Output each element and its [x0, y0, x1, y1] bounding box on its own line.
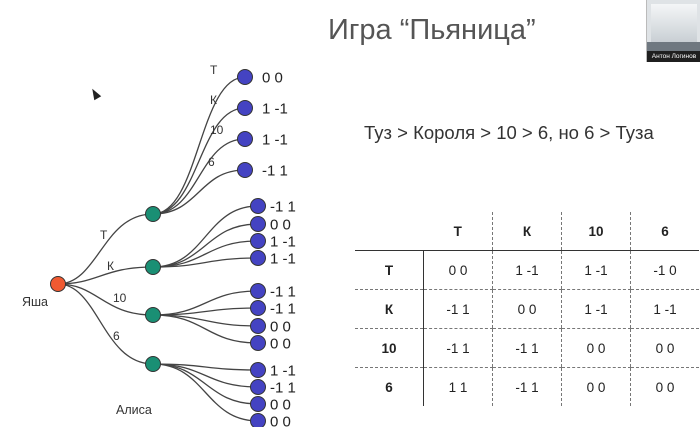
- leaf-payoff: -1 1: [262, 163, 288, 180]
- edge-first-move: [57, 266, 154, 285]
- leaf-node: [250, 379, 266, 395]
- leaf-node: [250, 413, 266, 427]
- second-move-label: Т: [210, 63, 218, 77]
- leaf-payoff: -1 1: [270, 199, 296, 216]
- row-header: Т: [355, 250, 424, 290]
- edge-second-move: [152, 107, 246, 215]
- first-move-label: К: [107, 259, 114, 273]
- leaf-node: [250, 318, 266, 334]
- leaf-payoff: 0 0: [270, 336, 291, 353]
- matrix-cell: 1 -1: [561, 289, 631, 329]
- matrix-row: 10 -1 1 -1 1 0 0 0 0: [355, 328, 699, 368]
- leaf-node: [250, 362, 266, 378]
- card-ranking-rule: Туз > Короля > 10 > 6, но 6 > Туза: [364, 122, 654, 143]
- leaf-payoff: 1 -1: [262, 132, 288, 149]
- row-header: К: [355, 289, 424, 329]
- webcam-window-image: [651, 4, 697, 42]
- leaf-payoff: 1 -1: [270, 363, 296, 380]
- matrix-row: К -1 1 0 0 1 -1 1 -1: [355, 289, 699, 329]
- col-header: К: [492, 212, 562, 251]
- first-move-label: 10: [113, 291, 127, 305]
- decision-node: [145, 259, 161, 275]
- second-move-label: 6: [208, 155, 215, 169]
- matrix-cell: -1 1: [492, 328, 562, 368]
- leaf-node: [250, 396, 266, 412]
- webcam-participant-name: Антон Логинов: [647, 51, 700, 62]
- first-move-label: 6: [113, 329, 120, 343]
- leaf-node: [250, 216, 266, 232]
- matrix-cell: 1 -1: [630, 289, 699, 329]
- matrix-cell: 1 1: [448, 379, 468, 395]
- leaf-payoff: 1 -1: [270, 251, 296, 268]
- matrix-cell: 0 0: [630, 367, 699, 406]
- edge-second-move: [152, 363, 259, 422]
- leaf-node: [250, 198, 266, 214]
- leaf-payoff: -1 1: [270, 284, 296, 301]
- row-header: 6: [355, 367, 424, 406]
- player-1-label: Яша: [22, 295, 48, 309]
- leaf-payoff: -1 1: [270, 301, 296, 318]
- leaf-payoff: 1 -1: [270, 234, 296, 251]
- matrix-cell: 0 0: [423, 250, 493, 290]
- edge-second-move: [152, 205, 259, 268]
- matrix-cell: -1 1: [423, 328, 493, 368]
- matrix-cell: 0 0: [561, 328, 631, 368]
- edge-second-move: [152, 314, 259, 327]
- leaf-payoff: 0 0: [270, 319, 291, 336]
- col-header: 6: [630, 212, 699, 251]
- matrix-cell: 1 -1: [492, 250, 562, 290]
- edge-first-move: [57, 283, 154, 316]
- edge-second-move: [152, 76, 246, 215]
- slide-title: Игра “Пьяница”: [328, 14, 536, 46]
- leaf-payoff: -1 1: [270, 380, 296, 397]
- leaf-node: [250, 335, 266, 351]
- payoff-matrix: Т К 10 6 Т 0 0 1 -1 1 -1 -1 0 К -1 1 0 0…: [355, 212, 699, 406]
- second-move-label: К: [210, 93, 217, 107]
- leaf-payoff: 0 0: [270, 217, 291, 234]
- player-2-label: Алиса: [116, 403, 152, 417]
- matrix-cell: 0 0: [630, 328, 699, 368]
- leaf-node: [250, 300, 266, 316]
- decision-node: [145, 307, 161, 323]
- edge-first-move: [57, 283, 154, 365]
- edge-second-move: [152, 169, 246, 215]
- edge-second-move: [152, 257, 259, 268]
- decision-node: [145, 356, 161, 372]
- edge-second-move: [152, 223, 259, 268]
- edge-second-move: [152, 138, 246, 215]
- leaf-node: [237, 100, 253, 116]
- leaf-payoff: 1 -1: [262, 101, 288, 118]
- leaf-node: [237, 162, 253, 178]
- matrix-cell: 0 0: [561, 367, 631, 406]
- second-move-label: 10: [210, 123, 224, 137]
- decision-node: [145, 206, 161, 222]
- leaf-node: [250, 233, 266, 249]
- leaf-node: [237, 131, 253, 147]
- matrix-cell: -1 1: [423, 289, 493, 329]
- matrix-row: 6 1 1 -1 1 0 0 0 0: [355, 367, 699, 406]
- leaf-payoff: 0 0: [270, 414, 291, 427]
- col-header: 10: [561, 212, 631, 251]
- root-node: [50, 276, 66, 292]
- matrix-cell: 1 -1: [561, 250, 631, 290]
- col-header: Т: [423, 212, 493, 251]
- edge-second-move: [152, 314, 259, 344]
- webcam-thumbnail[interactable]: Антон Логинов: [646, 0, 700, 62]
- matrix-cell: -1 0: [630, 250, 699, 290]
- matrix-cell: -1 1: [492, 367, 562, 406]
- leaf-node: [250, 250, 266, 266]
- matrix-cell: 0 0: [492, 289, 562, 329]
- row-header: 10: [355, 328, 424, 368]
- edge-first-move: [57, 213, 154, 285]
- first-move-label: Т: [100, 228, 108, 242]
- leaf-payoff: 0 0: [270, 397, 291, 414]
- leaf-payoff: 0 0: [262, 70, 283, 87]
- leaf-node: [250, 283, 266, 299]
- leaf-node: [237, 69, 253, 85]
- matrix-row: Т 0 0 1 -1 1 -1 -1 0: [355, 250, 699, 290]
